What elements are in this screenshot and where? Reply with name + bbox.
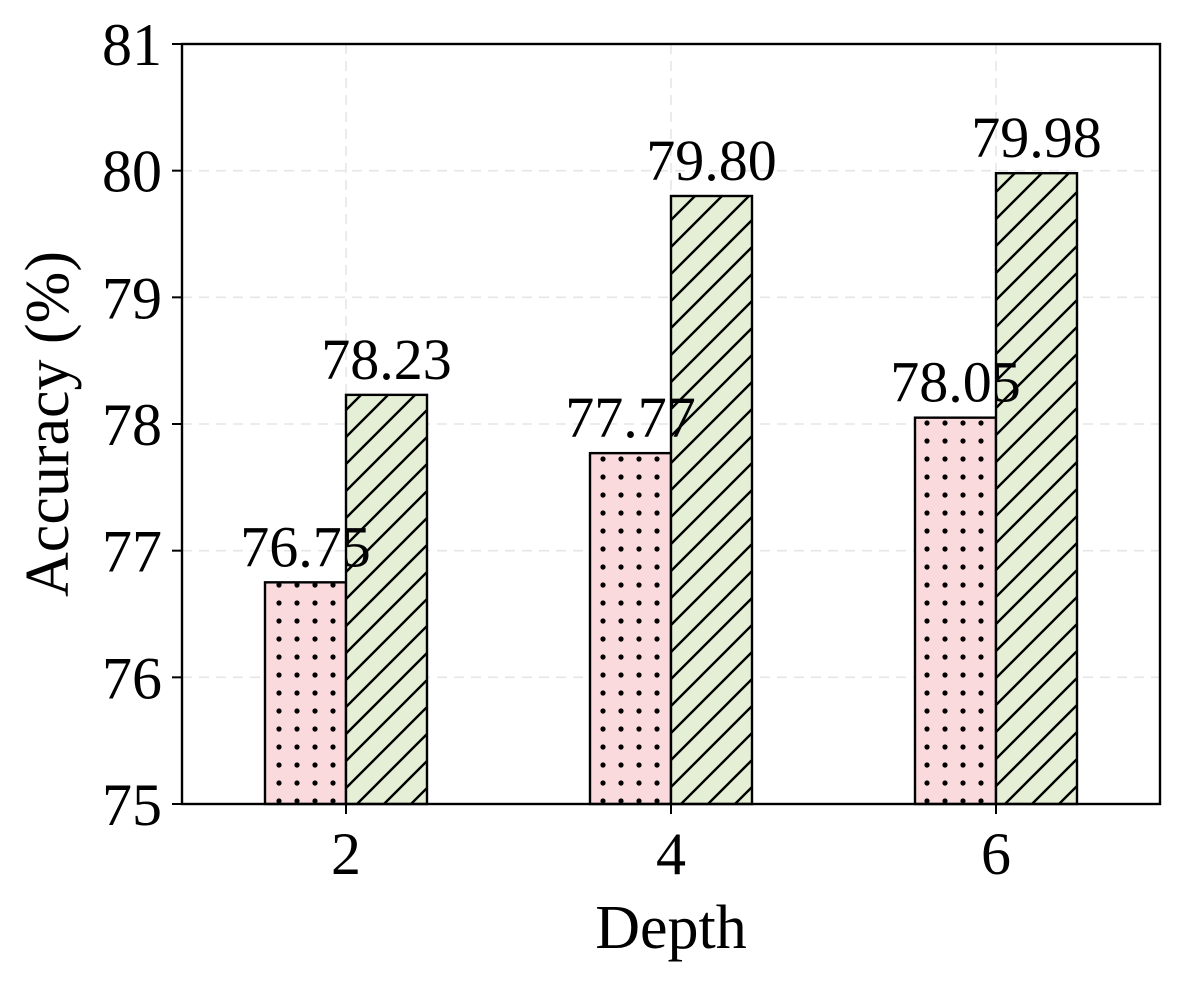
data-label-s0-c2: 78.05 [890,350,1021,415]
x-tick-label-2: 2 [331,821,361,887]
x-axis-ticks: 2 4 6 [331,804,1011,887]
y-axis-ticks: 75 76 77 78 79 80 81 [102,12,182,838]
x-axis-label: Depth [595,894,747,962]
x-tick-label-6: 6 [981,821,1011,887]
bars [263,171,1079,806]
bar-s0-c2 [913,416,998,806]
data-labels: 76.75 77.77 78.05 78.23 79.80 79.98 [240,105,1102,579]
y-tick-label-79: 79 [102,265,162,331]
y-tick-label-80: 80 [102,139,162,205]
bar-s1-c1 [669,194,754,806]
bar-s1-c2 [994,171,1079,806]
data-label-s0-c0: 76.75 [240,514,371,579]
y-tick-label-81: 81 [102,12,162,78]
data-label-s1-c2: 79.98 [971,105,1102,170]
data-label-s1-c0: 78.23 [321,327,452,392]
x-tick-label-4: 4 [656,821,686,887]
bar-s0-c0 [263,581,348,806]
bar-s0-c1 [588,451,673,806]
y-tick-label-75: 75 [102,772,162,838]
y-axis-label: Accuracy (%) [14,251,82,597]
data-label-s0-c1: 77.77 [565,385,696,450]
y-tick-label-77: 77 [102,519,162,585]
data-label-s1-c1: 79.80 [646,128,777,193]
y-tick-label-76: 76 [102,645,162,711]
bar-s1-c0 [344,393,429,806]
y-tick-label-78: 78 [102,392,162,458]
